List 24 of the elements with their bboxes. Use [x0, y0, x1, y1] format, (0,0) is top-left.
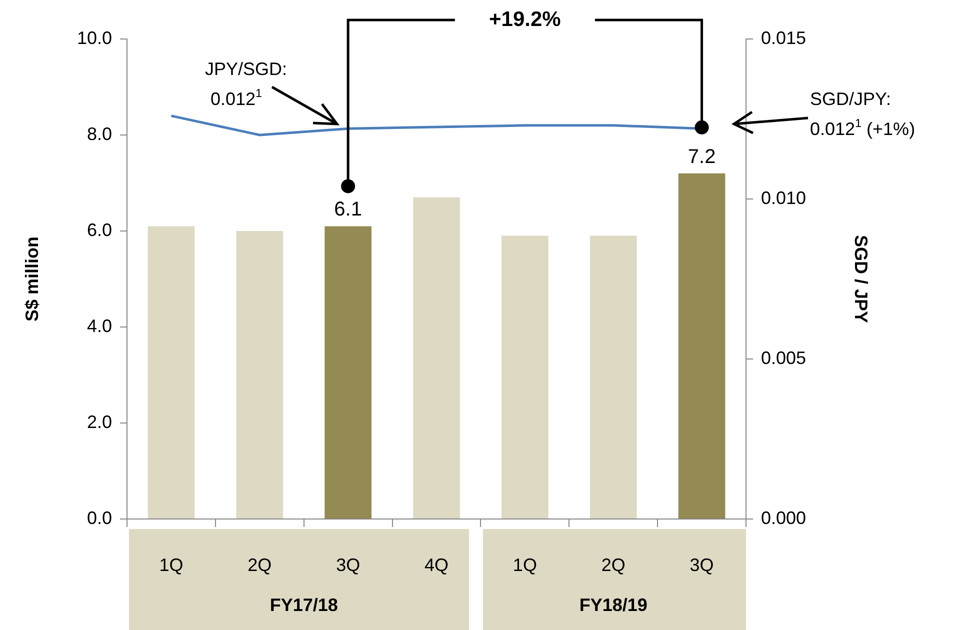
x-tick-label: 3Q: [336, 554, 360, 575]
x-tick-label: 4Q: [424, 554, 449, 575]
x-tick-label: 2Q: [601, 554, 626, 575]
y-tick-label: 4.0: [86, 316, 112, 336]
x-tick-label: 1Q: [512, 554, 537, 575]
text: FY17/18: [270, 594, 338, 615]
data-label: 6.1: [334, 198, 362, 221]
y2-tick-label: 0.015: [761, 28, 806, 48]
text: FY18/19: [579, 594, 648, 615]
y-tick-label: 6.0: [86, 220, 112, 240]
y2-tick-label: 0.010: [761, 188, 806, 208]
y-tick-label: 2.0: [86, 412, 112, 432]
y-axis-title: S$ million: [22, 236, 42, 322]
y2-tick-label: 0.000: [761, 508, 806, 528]
text: +19.2%: [489, 8, 562, 31]
data-label: 7.2: [688, 146, 716, 168]
x-tick-label: 3Q: [690, 554, 714, 575]
x-tick-label: 1Q: [159, 554, 184, 575]
y-tick-label: 8.0: [86, 124, 112, 144]
y-tick-label: 10.0: [76, 28, 112, 48]
x-tick-label: 2Q: [248, 554, 272, 575]
y2-tick-label: 0.005: [761, 348, 806, 368]
y2-axis-title: SGD / JPY: [851, 234, 872, 324]
y-tick-label: 0.0: [86, 508, 112, 528]
